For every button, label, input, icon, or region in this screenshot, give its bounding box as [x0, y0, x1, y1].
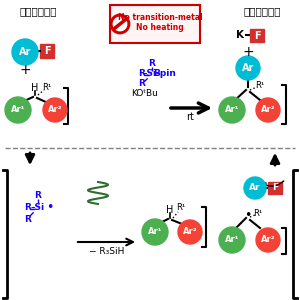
Text: F: F — [272, 184, 278, 193]
Text: Ar¹: Ar¹ — [225, 236, 239, 244]
Text: K: K — [236, 30, 244, 40]
Text: 無機フッ化物: 無機フッ化物 — [243, 6, 281, 16]
Text: Ar²: Ar² — [48, 106, 62, 115]
Text: R: R — [139, 70, 145, 79]
Circle shape — [113, 17, 127, 31]
Text: R: R — [148, 58, 155, 68]
Text: Ar: Ar — [242, 63, 254, 73]
Circle shape — [43, 98, 67, 122]
Text: − R₃SiH: − R₃SiH — [89, 248, 125, 256]
Text: H: H — [31, 83, 39, 93]
Circle shape — [178, 220, 202, 244]
Circle shape — [219, 227, 245, 253]
Text: Ar¹: Ar¹ — [11, 106, 25, 115]
Text: R: R — [34, 190, 41, 200]
Text: R: R — [25, 215, 32, 224]
Text: No transition-metal: No transition-metal — [118, 13, 202, 22]
Text: Ar¹: Ar¹ — [225, 106, 239, 115]
Circle shape — [5, 97, 31, 123]
Text: +: + — [19, 63, 31, 77]
Text: Bpin: Bpin — [154, 70, 176, 79]
Circle shape — [244, 177, 266, 199]
Text: 有機フッ化物: 有機フッ化物 — [19, 6, 57, 16]
Text: F: F — [254, 31, 260, 41]
Bar — [40, 44, 54, 58]
Text: H: H — [166, 205, 174, 215]
Circle shape — [219, 97, 245, 123]
Bar — [110, 5, 200, 43]
Text: Ar²: Ar² — [183, 227, 197, 236]
Bar — [268, 182, 282, 194]
Text: Ar²: Ar² — [261, 106, 275, 115]
Circle shape — [142, 219, 168, 245]
Text: Ar: Ar — [19, 47, 31, 57]
Text: R¹: R¹ — [42, 82, 52, 91]
Text: •: • — [244, 208, 252, 221]
Text: Ar¹: Ar¹ — [148, 227, 162, 236]
Circle shape — [12, 39, 38, 65]
Text: +: + — [242, 45, 254, 59]
Circle shape — [111, 15, 129, 33]
Circle shape — [256, 98, 280, 122]
Text: R: R — [25, 203, 32, 212]
Text: –Si: –Si — [31, 203, 45, 212]
Text: •: • — [46, 202, 54, 214]
Text: F: F — [44, 46, 50, 56]
Text: R¹: R¹ — [254, 209, 262, 218]
Text: KOᵗBu: KOᵗBu — [132, 89, 158, 98]
Text: Ar²: Ar² — [261, 236, 275, 244]
Text: R: R — [139, 80, 145, 88]
Text: No heating: No heating — [136, 23, 184, 32]
Text: rt: rt — [186, 112, 194, 122]
Bar — [250, 29, 264, 42]
Circle shape — [256, 228, 280, 252]
Text: Ar: Ar — [249, 184, 261, 193]
Text: R¹: R¹ — [176, 203, 186, 212]
Text: –Si–: –Si– — [143, 70, 161, 79]
Text: R¹: R¹ — [255, 82, 265, 91]
Circle shape — [236, 56, 260, 80]
